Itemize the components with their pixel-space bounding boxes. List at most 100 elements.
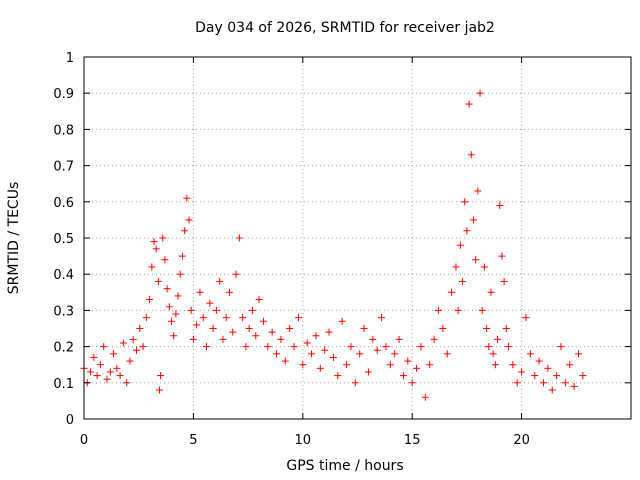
data-point bbox=[126, 357, 134, 365]
data-point bbox=[116, 372, 124, 380]
data-point bbox=[150, 238, 158, 246]
data-point bbox=[531, 372, 539, 380]
data-point bbox=[452, 263, 460, 271]
data-point bbox=[142, 314, 150, 322]
data-point bbox=[312, 332, 320, 340]
data-point bbox=[360, 325, 368, 332]
data-point bbox=[472, 256, 480, 264]
data-point bbox=[226, 288, 234, 296]
data-point bbox=[356, 350, 364, 358]
data-point bbox=[172, 310, 180, 318]
tick-labels-layer: 00.10.20.30.40.50.60.70.80.910 5 10 15 20 bbox=[53, 51, 530, 448]
y-tick-label: 0.2 bbox=[53, 341, 74, 356]
data-point bbox=[373, 346, 381, 354]
data-point bbox=[483, 325, 491, 332]
data-point bbox=[369, 335, 377, 343]
data-point bbox=[351, 379, 359, 387]
data-point bbox=[325, 328, 333, 336]
data-point bbox=[277, 335, 285, 343]
data-point bbox=[454, 306, 462, 314]
data-point bbox=[316, 364, 324, 372]
data-point bbox=[119, 339, 127, 347]
data-point bbox=[522, 314, 530, 322]
data-point bbox=[165, 303, 173, 311]
data-point bbox=[378, 314, 386, 322]
data-point bbox=[159, 234, 167, 242]
data-point bbox=[123, 379, 131, 387]
data-point bbox=[219, 335, 227, 343]
x-tick-label: 20 bbox=[513, 433, 530, 448]
data-point bbox=[509, 361, 517, 369]
data-point bbox=[252, 332, 260, 340]
data-point bbox=[106, 368, 114, 376]
data-point bbox=[187, 306, 195, 314]
data-point bbox=[456, 241, 464, 249]
data-point bbox=[286, 325, 294, 332]
data-point bbox=[242, 343, 250, 351]
data-point bbox=[404, 357, 412, 365]
data-point bbox=[148, 263, 156, 271]
y-tick-label: 0.7 bbox=[53, 160, 74, 175]
data-point bbox=[181, 227, 189, 235]
data-point bbox=[96, 361, 104, 369]
data-point bbox=[90, 353, 98, 361]
data-point bbox=[203, 343, 211, 351]
data-point bbox=[161, 256, 169, 264]
data-point bbox=[448, 288, 456, 296]
data-point bbox=[395, 335, 403, 343]
data-point bbox=[544, 364, 552, 372]
y-tick-label: 0.3 bbox=[53, 304, 74, 319]
data-point bbox=[439, 325, 447, 332]
data-point bbox=[294, 314, 302, 322]
data-point bbox=[245, 325, 253, 332]
x-tick-label: 10 bbox=[295, 433, 312, 448]
data-point bbox=[539, 379, 547, 387]
data-point bbox=[196, 288, 204, 296]
data-point bbox=[170, 332, 178, 340]
data-point bbox=[421, 393, 429, 401]
y-tick-label: 0.4 bbox=[53, 268, 74, 283]
data-point bbox=[113, 364, 121, 372]
y-tick-label: 0 bbox=[66, 413, 74, 428]
data-point bbox=[502, 325, 510, 332]
data-point bbox=[100, 343, 108, 351]
data-point bbox=[347, 343, 355, 351]
data-point bbox=[518, 368, 526, 376]
x-tick-label: 0 bbox=[80, 433, 88, 448]
data-point bbox=[321, 346, 329, 354]
data-point bbox=[308, 350, 316, 358]
data-point bbox=[465, 100, 473, 108]
data-point bbox=[163, 285, 171, 293]
data-point bbox=[338, 317, 346, 325]
data-point bbox=[290, 343, 298, 351]
x-axis-label: GPS time / hours bbox=[286, 458, 403, 474]
data-point bbox=[469, 216, 477, 224]
data-point bbox=[264, 343, 272, 351]
data-point bbox=[193, 321, 201, 329]
points-layer bbox=[80, 89, 587, 401]
data-point bbox=[498, 252, 506, 260]
data-point bbox=[491, 361, 499, 369]
y-tick-label: 0.8 bbox=[53, 123, 74, 138]
data-point bbox=[157, 372, 165, 380]
data-point bbox=[526, 350, 534, 358]
data-point bbox=[93, 372, 101, 380]
data-point bbox=[474, 187, 482, 195]
data-point bbox=[557, 343, 565, 351]
data-point bbox=[399, 372, 407, 380]
data-point bbox=[566, 361, 574, 369]
data-point bbox=[548, 386, 556, 394]
data-point bbox=[504, 343, 512, 351]
data-point bbox=[408, 379, 416, 387]
data-point bbox=[485, 343, 493, 351]
data-point bbox=[553, 372, 561, 380]
data-point bbox=[155, 386, 163, 394]
data-point bbox=[489, 350, 497, 358]
data-point bbox=[386, 361, 394, 369]
data-point bbox=[239, 314, 247, 322]
data-point bbox=[259, 317, 267, 325]
data-point bbox=[303, 339, 311, 347]
data-point bbox=[574, 350, 582, 358]
data-point bbox=[183, 194, 191, 202]
